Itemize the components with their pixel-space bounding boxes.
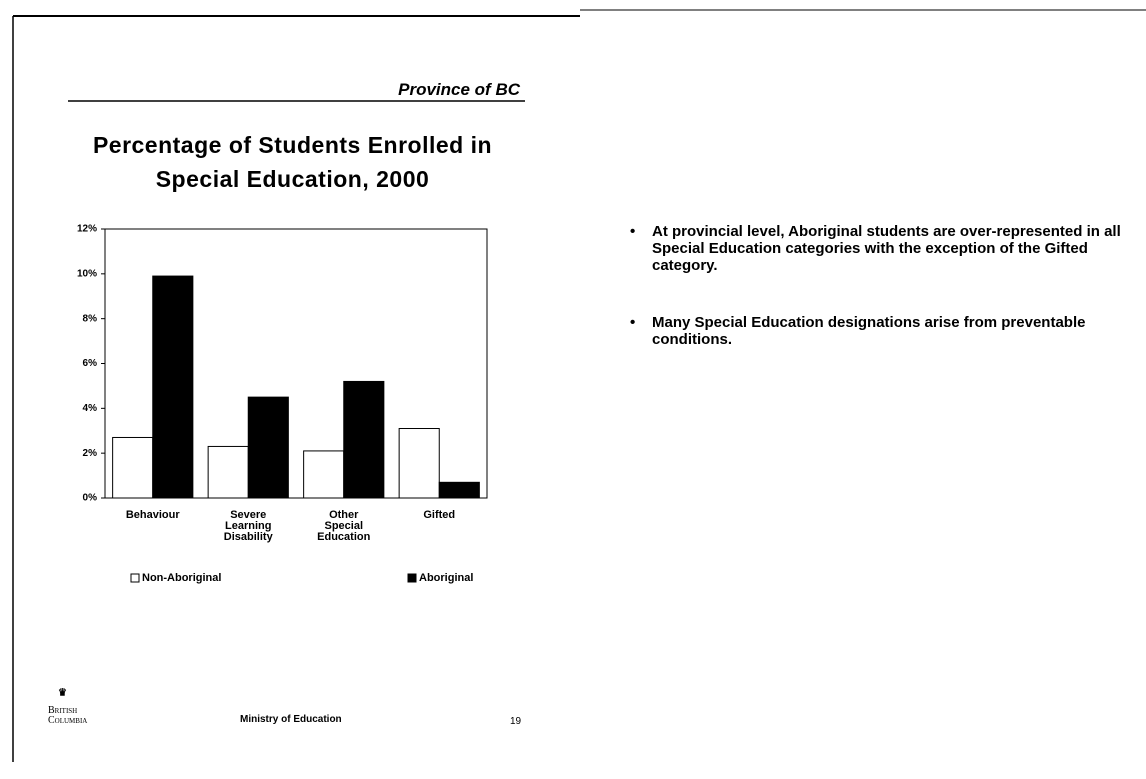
- bar: [152, 275, 194, 499]
- legend-label: Non-Aboriginal: [142, 572, 222, 584]
- legend-label: Aboriginal: [419, 572, 474, 584]
- chart-title: Percentage of Students Enrolled in Speci…: [92, 132, 493, 192]
- x-tick-label: Severe Learning Disability: [223, 509, 273, 543]
- bar: [112, 436, 154, 499]
- legend-swatch: [407, 573, 417, 583]
- x-tick-label: Other Special Education: [317, 509, 371, 543]
- ministry: Ministry of Education: [240, 714, 342, 725]
- y-tick-label: 2%: [83, 448, 98, 459]
- logo-text: British Columbia: [48, 705, 88, 726]
- x-tick-label: Behaviour: [125, 509, 180, 521]
- y-tick-label: 4%: [83, 403, 98, 414]
- x-tick-label: Gifted: [423, 509, 456, 521]
- header: Province of BC: [398, 80, 520, 99]
- y-tick-label: 6%: [83, 358, 98, 369]
- bar: [207, 445, 249, 499]
- y-tick-label: 0%: [83, 493, 98, 504]
- bar: [438, 481, 480, 499]
- y-tick-label: 12%: [77, 224, 97, 235]
- bar: [343, 380, 385, 499]
- logo-crest: ♛: [58, 688, 67, 699]
- page-number: 19: [510, 716, 522, 727]
- bullet: Many Special Education designations aris…: [630, 314, 1122, 348]
- bar: [247, 396, 289, 499]
- bar: [303, 450, 345, 499]
- legend-swatch: [130, 573, 140, 583]
- bullet: At provincial level, Aboriginal students…: [630, 223, 1122, 274]
- y-tick-label: 8%: [83, 313, 98, 324]
- bar: [398, 428, 440, 499]
- y-tick-label: 10%: [77, 268, 97, 279]
